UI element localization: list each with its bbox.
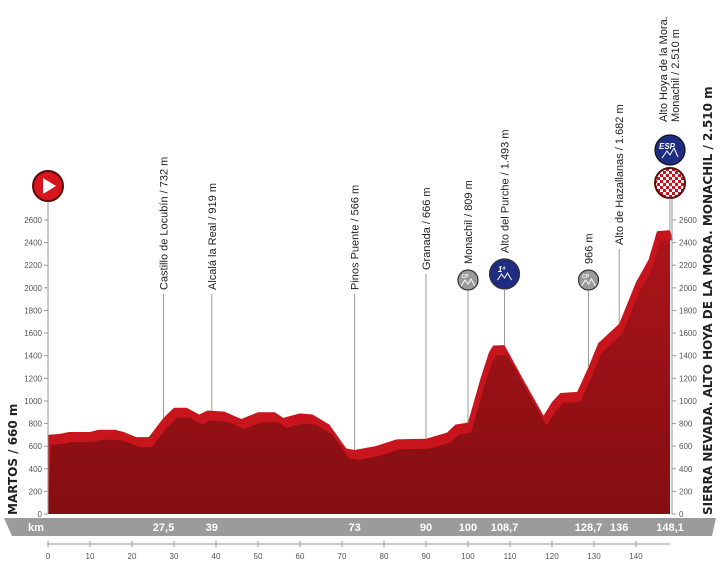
y-tick-label-right: 1200 xyxy=(679,374,697,383)
y-tick-label-right: 1800 xyxy=(679,306,697,315)
y-tick-label-right: 2400 xyxy=(679,239,697,248)
finish-label: SIERRA NEVADA. ALTO HOYA DE LA MORA. MON… xyxy=(701,86,715,515)
km-bar-value: 39 xyxy=(206,522,218,534)
waypoint-label: Alto del Purche / 1.493 m xyxy=(500,129,512,253)
y-tick-label-right: 400 xyxy=(679,465,693,474)
x-tick-label: 90 xyxy=(422,552,431,561)
km-bar-value: 90 xyxy=(420,522,432,534)
x-tick-label: 130 xyxy=(587,552,601,561)
climb-category-icon xyxy=(488,258,521,290)
y-tick-label-right: 1600 xyxy=(679,329,697,338)
y-tick-label-left: 2000 xyxy=(24,284,42,293)
km-bar-value: 73 xyxy=(348,522,360,534)
waypoint-label: Castillo de Locubín / 732 m xyxy=(158,157,170,290)
profile-relief xyxy=(48,230,673,514)
km-bar-value: 27,5 xyxy=(153,522,174,534)
waypoint-label: Monachil / 809 m xyxy=(463,180,475,264)
sprint-icon xyxy=(577,269,600,291)
y-tick-label-right: 2600 xyxy=(679,216,697,225)
x-tick-label: 110 xyxy=(504,552,517,561)
km-bar-value: 148,1 xyxy=(656,522,684,534)
x-tick-label: 30 xyxy=(170,552,179,561)
x-tick-label: 80 xyxy=(380,552,389,561)
y-tick-label-left: 200 xyxy=(29,487,43,496)
y-tick-label-right: 1000 xyxy=(679,397,697,406)
x-tick-label: 100 xyxy=(461,552,475,561)
x-tick-label: 40 xyxy=(212,552,221,561)
waypoint-label: Pinos Puente / 566 m xyxy=(350,185,362,290)
y-tick-label-right: 200 xyxy=(679,487,693,496)
y-tick-label-right: 0 xyxy=(679,510,684,519)
y-tick-label-left: 800 xyxy=(29,420,43,429)
y-tick-label-left: 0 xyxy=(38,510,43,519)
y-tick-label-left: 2200 xyxy=(24,261,42,270)
x-tick-label: 20 xyxy=(128,552,137,561)
waypoint-label: Granada / 666 m xyxy=(421,187,433,270)
mountain-icon xyxy=(661,146,679,159)
play-icon xyxy=(43,178,56,194)
y-tick-label-right: 2200 xyxy=(679,261,697,270)
x-tick-label: 120 xyxy=(545,552,559,561)
start-label: MARTOS / 660 m xyxy=(6,404,20,515)
y-tick-label-left: 400 xyxy=(29,465,43,474)
icon-text: ESP xyxy=(659,142,676,151)
x-tick-label: 140 xyxy=(629,552,643,561)
x-tick-label: 70 xyxy=(338,552,347,561)
y-tick-label-left: 2400 xyxy=(24,239,42,248)
x-tick-label: 50 xyxy=(254,552,263,561)
waypoint-label: Alto Hoya de la Mora. xyxy=(658,16,670,122)
waypoint-label: Alcalá la Real / 919 m xyxy=(207,183,219,290)
km-bar-value: 128,7 xyxy=(575,522,603,534)
y-tick-label-left: 1600 xyxy=(24,329,42,338)
sprint-icon xyxy=(457,269,479,291)
y-tick-label-left: 1800 xyxy=(24,306,42,315)
waypoint-label: Alto de Hazallanas / 1.682 m xyxy=(614,104,626,245)
km-bar-value: 108,7 xyxy=(491,522,519,534)
km-bar-label: km xyxy=(28,522,44,534)
waypoint-label-line2: Monachil / 2.510 m xyxy=(670,29,682,122)
waypoint-label: 966 m xyxy=(584,233,596,264)
icon-text: 1ª xyxy=(498,265,506,274)
icon-text: CP xyxy=(462,274,470,280)
km-bar-value: 136 xyxy=(610,522,628,534)
km-bar-value: 100 xyxy=(459,522,477,534)
mountain-icon xyxy=(460,278,476,287)
x-tick-label: 0 xyxy=(46,552,51,561)
icon-text: CP xyxy=(582,274,590,280)
x-tick-label: 60 xyxy=(296,552,305,561)
mountain-icon xyxy=(581,278,596,287)
y-tick-label-left: 2600 xyxy=(24,216,42,225)
km-bar xyxy=(4,518,716,536)
y-tick-label-right: 800 xyxy=(679,420,693,429)
y-tick-label-left: 600 xyxy=(29,442,43,451)
finish-flag-icon xyxy=(654,167,686,199)
y-tick-label-right: 2000 xyxy=(679,284,697,293)
y-tick-label-left: 1400 xyxy=(24,352,42,361)
y-tick-label-right: 600 xyxy=(679,442,693,451)
y-tick-label-left: 1000 xyxy=(24,397,42,406)
y-tick-label-right: 1400 xyxy=(679,352,697,361)
x-tick-label: 10 xyxy=(86,552,95,561)
y-tick-label-left: 1200 xyxy=(24,374,42,383)
mountain-icon xyxy=(497,272,512,281)
